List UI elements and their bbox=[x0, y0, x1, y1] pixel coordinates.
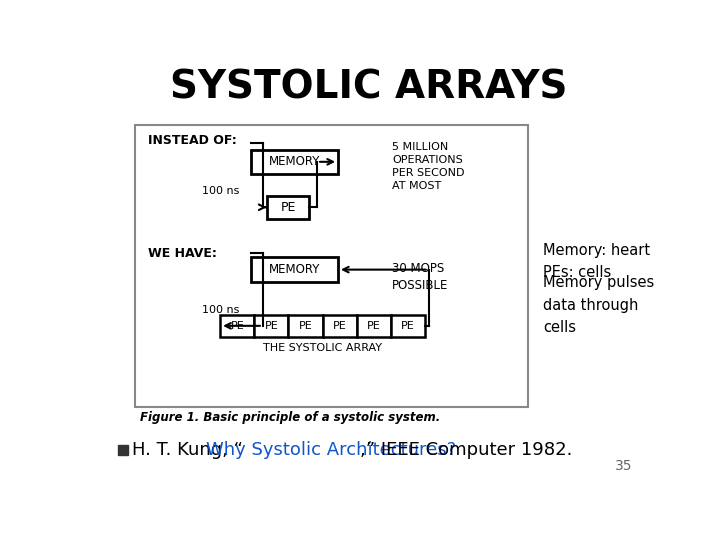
Text: MEMORY: MEMORY bbox=[269, 156, 320, 168]
Text: 35: 35 bbox=[615, 459, 632, 473]
Text: 5 MILLION
OPERATIONS
PER SECOND
AT MOST: 5 MILLION OPERATIONS PER SECOND AT MOST bbox=[392, 141, 464, 191]
Bar bbox=[251, 257, 338, 282]
Bar bbox=[266, 195, 310, 219]
Text: PE: PE bbox=[280, 201, 296, 214]
Bar bbox=[251, 150, 338, 174]
Text: H. T. Kung, “: H. T. Kung, “ bbox=[132, 441, 243, 459]
Text: Memory: heart
PEs: cells: Memory: heart PEs: cells bbox=[544, 242, 650, 280]
Text: 100 ns: 100 ns bbox=[202, 186, 240, 196]
Text: 100 ns: 100 ns bbox=[202, 305, 240, 315]
Bar bbox=[220, 315, 254, 336]
Text: PE: PE bbox=[230, 321, 244, 331]
Bar bbox=[391, 315, 425, 336]
Text: PE: PE bbox=[299, 321, 312, 331]
Text: MEMORY: MEMORY bbox=[269, 263, 320, 276]
Text: Memory pulses
data through
cells: Memory pulses data through cells bbox=[544, 275, 654, 335]
Bar bbox=[254, 315, 289, 336]
Text: Figure 1. Basic principle of a systolic system.: Figure 1. Basic principle of a systolic … bbox=[140, 411, 441, 424]
Text: SYSTOLIC ARRAYS: SYSTOLIC ARRAYS bbox=[170, 69, 568, 107]
Text: Why Systolic Architectures?: Why Systolic Architectures? bbox=[206, 441, 456, 459]
Text: PE: PE bbox=[366, 321, 381, 331]
Text: PE: PE bbox=[401, 321, 415, 331]
Text: INSTEAD OF:: INSTEAD OF: bbox=[148, 134, 237, 147]
Text: 30 MOPS
POSSIBLE: 30 MOPS POSSIBLE bbox=[392, 262, 449, 292]
Text: PE: PE bbox=[264, 321, 278, 331]
Text: PE: PE bbox=[333, 321, 346, 331]
Bar bbox=[323, 315, 356, 336]
Text: ,” IEEE Computer 1982.: ,” IEEE Computer 1982. bbox=[360, 441, 572, 459]
Bar bbox=[356, 315, 391, 336]
Bar bbox=[289, 315, 323, 336]
Text: THE SYSTOLIC ARRAY: THE SYSTOLIC ARRAY bbox=[263, 343, 382, 353]
Text: WE HAVE:: WE HAVE: bbox=[148, 247, 217, 260]
